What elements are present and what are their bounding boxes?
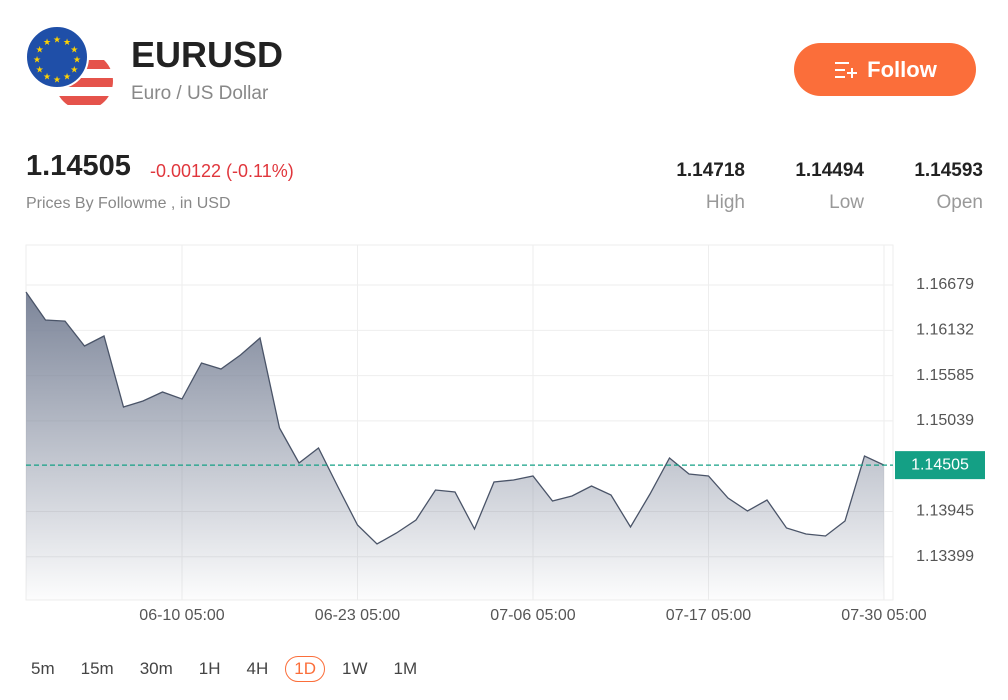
timeframe-button[interactable]: 1M (393, 659, 418, 678)
y-tick-label: 1.13945 (916, 503, 974, 520)
area-fill (26, 292, 884, 600)
price-line (25, 291, 885, 545)
flag-star: ★ (70, 64, 78, 74)
stat-value: 1.14718 (676, 160, 745, 181)
timeframe-button[interactable]: 4H (246, 659, 269, 678)
flag-star: ★ (36, 44, 44, 54)
timeframe-button[interactable]: 5m (31, 659, 55, 678)
flag-star: ★ (70, 44, 78, 54)
timeframe-button[interactable]: 1D (285, 656, 325, 682)
follow-label: Follow (867, 56, 937, 82)
x-tick-label: 07-06 05:00 (490, 607, 576, 624)
stat-value: 1.14494 (795, 160, 864, 181)
price: 1.14505 (26, 150, 131, 182)
flag-star: ★ (63, 37, 71, 47)
last-price-label: 1.14505 (911, 456, 969, 473)
x-tick-label: 06-10 05:00 (139, 607, 225, 624)
flag-star: ★ (43, 72, 51, 82)
y-tick-label: 1.13399 (916, 548, 974, 565)
timeframe-button[interactable]: 1H (198, 659, 221, 678)
last-price-tag (895, 451, 985, 480)
price-source: Prices By Followme , in USD (26, 195, 231, 212)
follow-button[interactable]: Follow (794, 43, 976, 96)
y-tick-label: 1.15585 (916, 367, 974, 384)
x-tick-label: 06-23 05:00 (315, 607, 401, 624)
flag-star: ★ (53, 74, 61, 84)
symbol: EURUSD (131, 34, 284, 75)
stat-label: High (705, 192, 745, 213)
x-tick-label: 07-17 05:00 (666, 607, 752, 624)
timeframe-button[interactable]: 30m (139, 659, 173, 678)
symbol-name: Euro / US Dollar (131, 83, 269, 104)
flag-star: ★ (73, 54, 81, 64)
stat-value: 1.14593 (914, 160, 983, 181)
flag-star: ★ (36, 64, 44, 74)
flag-star: ★ (63, 72, 71, 82)
flag-star: ★ (33, 54, 41, 64)
y-tick-label: 1.16679 (916, 276, 974, 293)
timeframe-button[interactable]: 1W (341, 659, 368, 678)
x-tick-label: 07-30 05:00 (841, 607, 927, 624)
flag-star: ★ (43, 37, 51, 47)
price-change: -0.00122 (-0.11%) (150, 161, 294, 181)
y-tick-label: 1.16132 (916, 322, 974, 339)
chart: 1.13399 1.13945 1.15039 1.15585 1.16132 1.166… (25, 244, 985, 624)
stat-label: Open (936, 192, 983, 213)
stat-label: Low (829, 192, 864, 213)
follow-icon (835, 61, 858, 78)
timeframe-button[interactable]: 15m (80, 659, 114, 678)
flag-icon: ★ ★★★★★★★★★★★ (26, 26, 113, 110)
flag-star: ★ (53, 34, 61, 44)
y-tick-label: 1.15039 (916, 412, 974, 429)
